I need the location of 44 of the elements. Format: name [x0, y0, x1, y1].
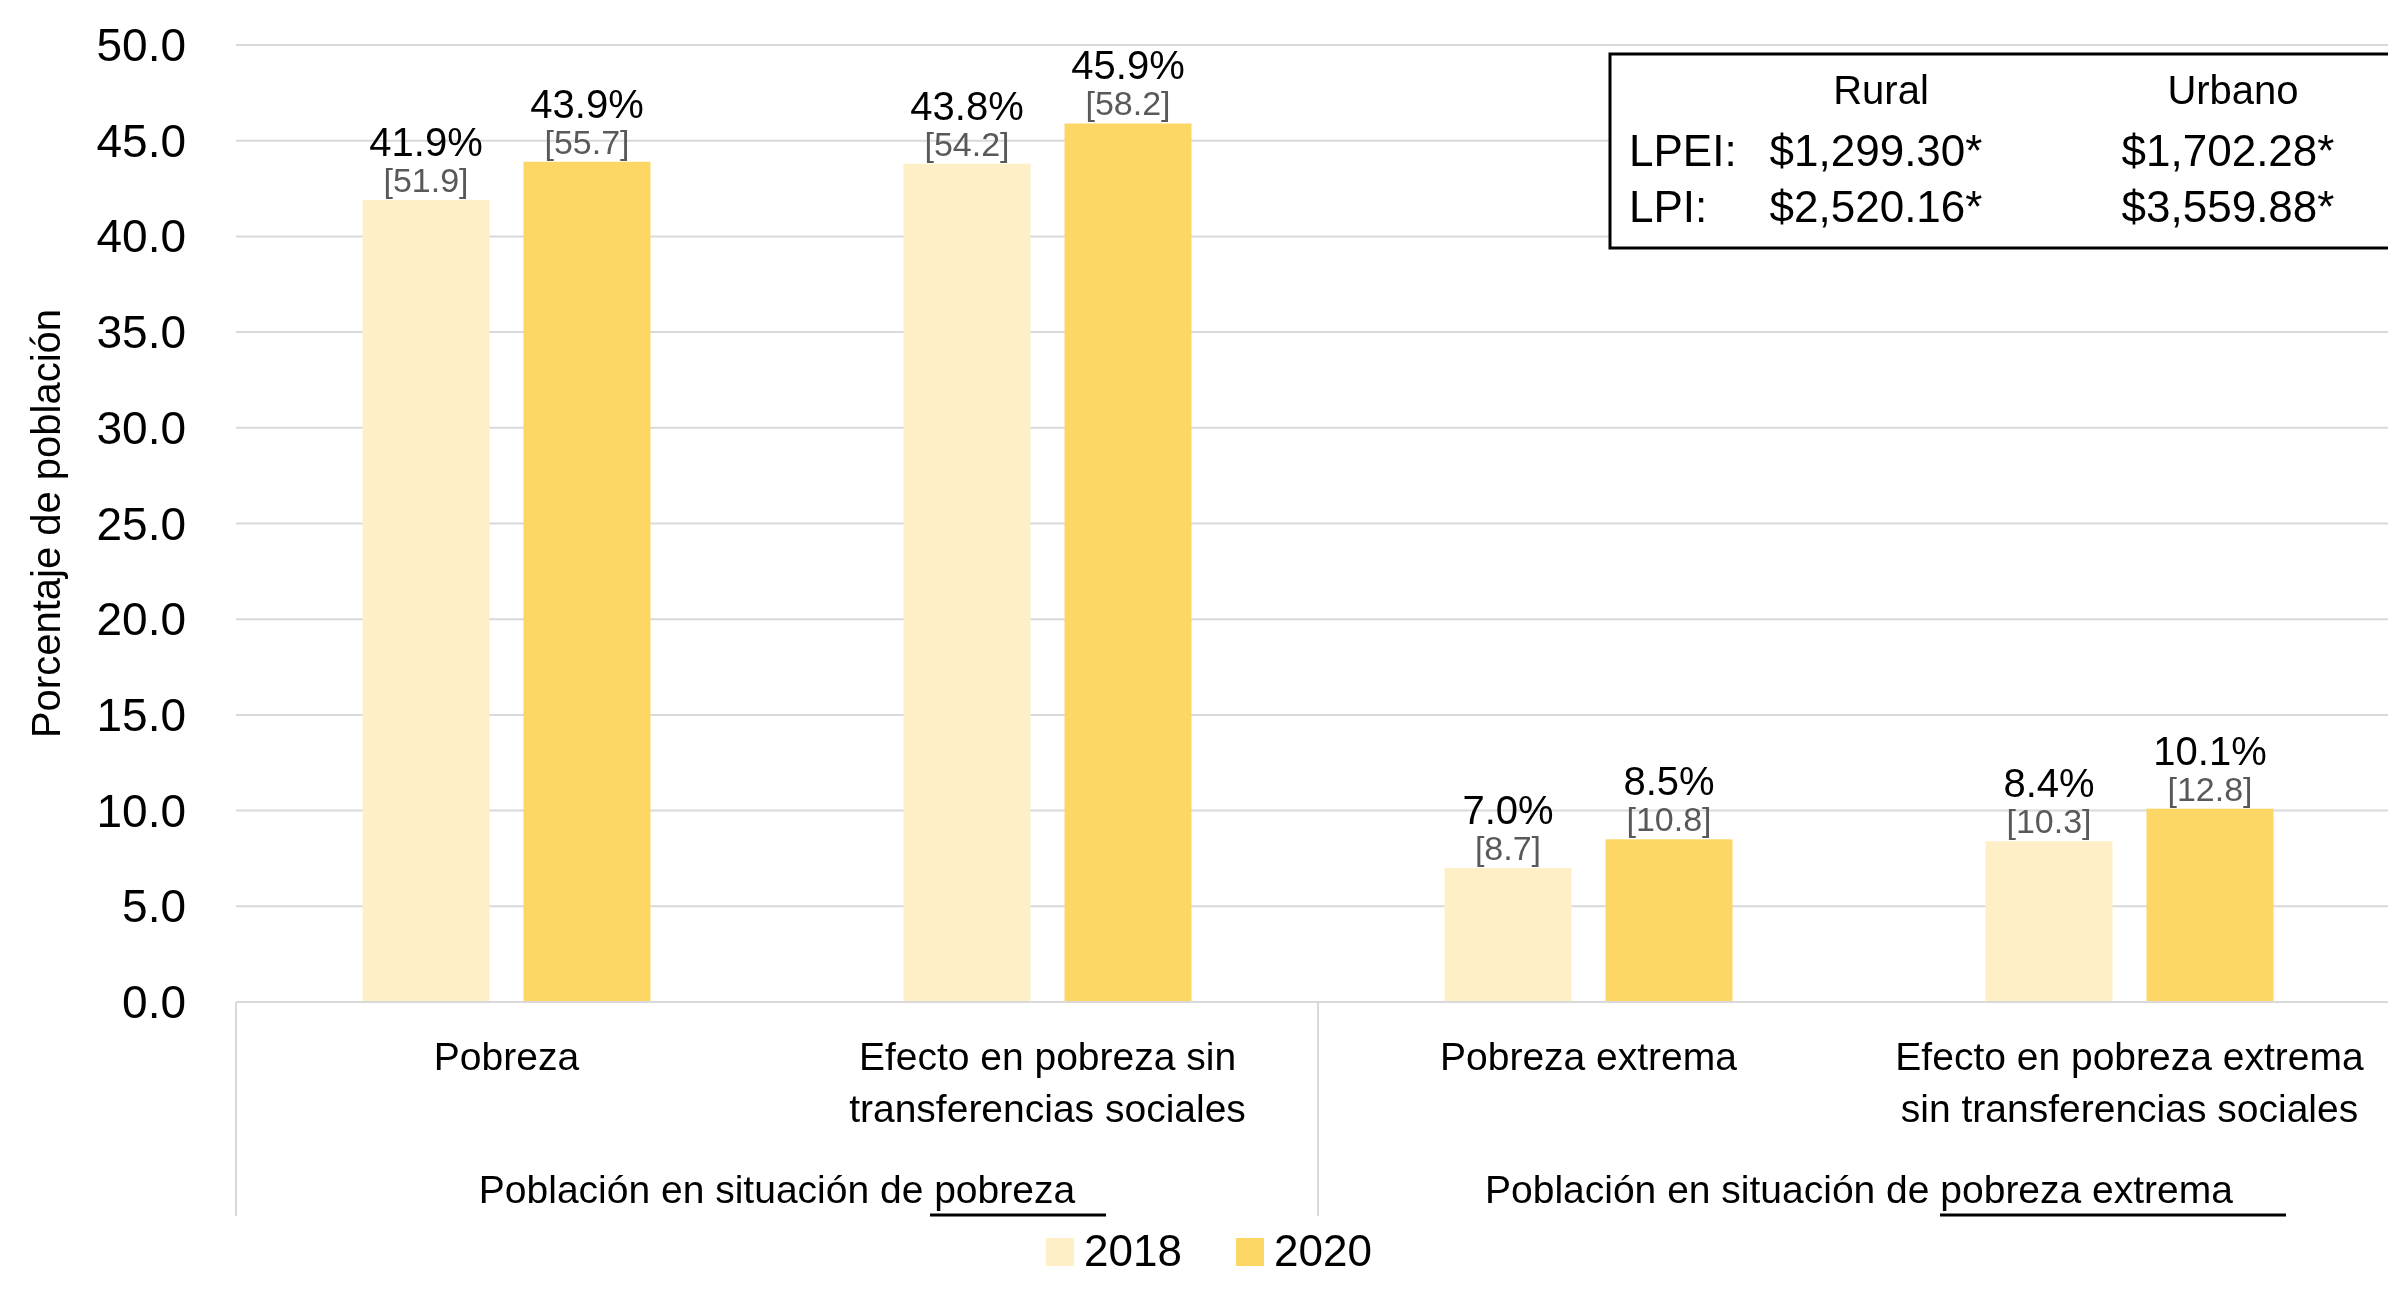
- data-label: 45.9% [58.2]: [1071, 43, 1185, 123]
- bar: [1985, 841, 2113, 1002]
- data-label: 8.5% [10.8]: [1623, 759, 1715, 839]
- y-tick-label: 5.0: [122, 880, 186, 933]
- y-tick-label: 45.0: [96, 114, 186, 167]
- y-tick-label: 10.0: [96, 784, 186, 837]
- data-label: 10.1% [12.8]: [2153, 728, 2267, 808]
- y-tick-label: 15.0: [96, 688, 186, 741]
- x-tick-label: Efecto en pobreza sin transferencias sociales: [849, 1035, 1246, 1130]
- text: Población en situación de pobreza extrema: [1485, 1168, 2234, 1211]
- bar: [1605, 839, 1733, 1002]
- data-label: 7.0% [8.7]: [1462, 788, 1554, 868]
- annotation: $1,702.28*: [2121, 126, 2335, 175]
- y-axis-title: Porcentaje de población: [24, 308, 68, 739]
- text: Población en situación de pobreza: [478, 1168, 1076, 1211]
- bar: [2146, 808, 2274, 1002]
- data-label: 8.4% [10.3]: [2003, 761, 2095, 841]
- x-tick-label: Pobreza: [433, 1035, 580, 1078]
- y-tick-label: 20.0: [96, 593, 186, 646]
- legend-label: 2020: [1274, 1226, 1372, 1275]
- annotation: Urbano: [2167, 68, 2299, 112]
- y-tick-label: 35.0: [96, 306, 186, 359]
- data-label: 41.9% [51.9]: [369, 120, 483, 200]
- x-tick-label: Efecto en pobreza extrema sin transferencias sociales: [1895, 1035, 2364, 1130]
- x-tick-label: Pobreza extrema: [1440, 1035, 1738, 1078]
- bar: [903, 163, 1031, 1002]
- data-label: 43.8% [54.2]: [910, 83, 1024, 163]
- y-tick-label: 50.0: [96, 19, 186, 71]
- bar: [1444, 868, 1572, 1002]
- y-tick-label: 25.0: [96, 497, 186, 550]
- annotation: $3,559.88*: [2121, 182, 2335, 231]
- annotation: LPI:: [1629, 182, 1708, 231]
- bar: [1064, 123, 1192, 1002]
- legend-label: 2018: [1084, 1226, 1182, 1275]
- data-label: 43.9% [55.7]: [530, 81, 644, 161]
- y-tick-label: 30.0: [96, 401, 186, 454]
- annotation: Rural: [1833, 68, 1929, 112]
- bar: [523, 161, 651, 1002]
- annotation: $1,299.30*: [1769, 126, 1983, 175]
- annotation: LPEI:: [1629, 126, 1737, 175]
- annotation: $2,520.16*: [1769, 182, 1983, 231]
- y-tick-label: 0.0: [122, 976, 186, 1028]
- y-tick-label: 40.0: [96, 210, 186, 263]
- bar: [362, 200, 490, 1002]
